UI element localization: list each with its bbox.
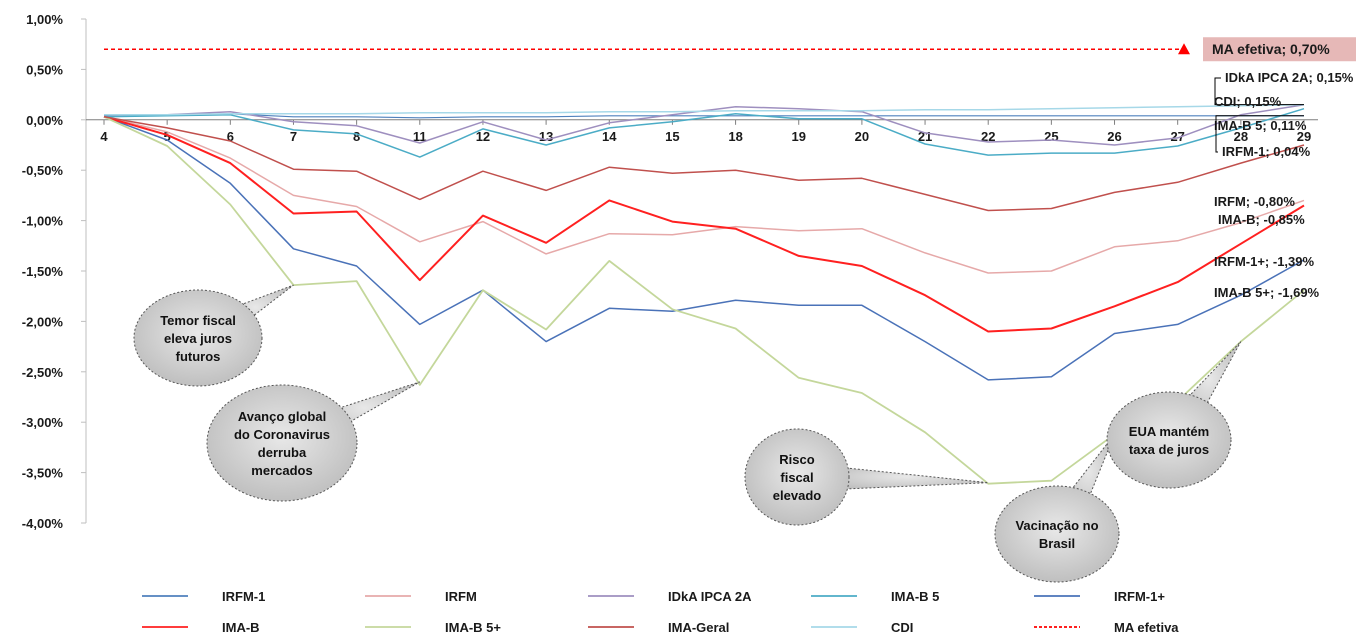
- x-tick-label: 21: [918, 129, 932, 144]
- end-label: IRFM-1; 0,04%: [1222, 144, 1311, 159]
- end-label-leader: [1215, 115, 1304, 153]
- x-tick-label: 29: [1297, 129, 1311, 144]
- callout-text: elevado: [773, 488, 821, 503]
- series-line-ima-b: [103, 115, 1305, 333]
- callout-text: mercados: [251, 463, 312, 478]
- legend-label: CDI: [891, 620, 913, 635]
- callout-text: Risco: [779, 452, 814, 467]
- callout-text: taxa de juros: [1129, 442, 1209, 457]
- x-tick-label: 12: [476, 129, 490, 144]
- x-tick-label: 13: [539, 129, 553, 144]
- callout-text: Vacinação no: [1015, 518, 1098, 533]
- x-tick-label: 28: [1234, 129, 1248, 144]
- legend-label: MA efetiva: [1114, 620, 1179, 635]
- end-labels: IDkA IPCA 2A; 0,15% CDI; 0,15% IMA-B 5; 0,…: [1214, 70, 1354, 300]
- legend-label: IMA-B 5+: [445, 620, 501, 635]
- end-label-leader: [1214, 77, 1304, 106]
- x-tick-label: 20: [855, 129, 869, 144]
- y-tick-label: 0,50%: [26, 62, 63, 77]
- end-label: IMA-B 5+; -1,69%: [1214, 285, 1320, 300]
- series-line-cdi: [104, 103, 1305, 116]
- callout-bubble-fill: [746, 430, 848, 524]
- series-line-irfm-1: [103, 113, 1304, 119]
- legend-label: IRFM-1: [222, 589, 265, 604]
- callout-text: Temor fiscal: [160, 313, 236, 328]
- series-lines: [103, 103, 1305, 485]
- callout-text: derruba: [258, 445, 307, 460]
- series-line-ima-geral: [103, 116, 1305, 212]
- series-line-irfm: [103, 116, 1305, 274]
- callout-bubble-fill: [208, 386, 356, 500]
- legend-label: IMA-B: [222, 620, 260, 635]
- callout-text: futuros: [176, 349, 221, 364]
- x-tick-label: 18: [728, 129, 742, 144]
- end-label: IRFM; -0,80%: [1214, 194, 1295, 209]
- ma-efetiva-line: MA efetiva; 0,70%: [104, 37, 1356, 62]
- y-tick-label: -0,50%: [22, 163, 64, 178]
- callout-bubble-fill: [996, 487, 1118, 581]
- y-axis: 1,00% 0,50% 0,00% -0,50% -1,00% -1,50% -2,00% -…: [22, 12, 87, 531]
- callout-text: Brasil: [1039, 536, 1075, 551]
- y-tick-label: -2,50%: [22, 365, 64, 380]
- y-tick-label: -3,50%: [22, 466, 64, 481]
- x-tick-label: 7: [290, 129, 297, 144]
- x-tick-label: 27: [1170, 129, 1184, 144]
- y-tick-label: 0,00%: [26, 113, 63, 128]
- y-tick-label: -2,00%: [22, 314, 64, 329]
- x-tick-label: 26: [1107, 129, 1121, 144]
- x-tick-label: 8: [353, 129, 360, 144]
- callout-text: Avanço global: [238, 409, 326, 424]
- legend: IRFM-1 IRFM IDkA IPCA 2A IMA-B 5 IRFM-1+ IMA-…: [142, 589, 1179, 635]
- legend-label: IMA-Geral: [668, 620, 729, 635]
- legend-label: IMA-B 5: [891, 589, 939, 604]
- end-label: IDkA IPCA 2A; 0,15%: [1225, 70, 1354, 85]
- series-line-ima-b-5: [103, 107, 1305, 158]
- series-line-irfm-1-: [103, 116, 1305, 381]
- callout-text: EUA mantém: [1129, 424, 1209, 439]
- y-tick-label: -1,00%: [22, 214, 64, 229]
- y-tick-label: -3,00%: [22, 415, 64, 430]
- callout-text: do Coronavirus: [234, 427, 330, 442]
- callout-bubble-fill: [1108, 393, 1230, 487]
- series-line-ima-b-5-: [103, 115, 1305, 485]
- x-tick-label: 22: [981, 129, 995, 144]
- annotation-callouts: Temor fiscal eleva juros futuros Avanço glo…: [133, 284, 1242, 583]
- callout-tail: [824, 465, 989, 491]
- end-label: IMA-B 5; 0,11%: [1214, 118, 1307, 133]
- x-tick-label: 19: [792, 129, 806, 144]
- y-tick-label: -1,50%: [22, 264, 64, 279]
- x-axis: 4 5 6 7 8 11 12 13 14 15 18 19 20 21 22 25 26 27 28 29: [86, 119, 1318, 144]
- end-label: IMA-B; -0,85%: [1218, 212, 1305, 227]
- legend-label: IDkA IPCA 2A: [668, 589, 752, 604]
- y-tick-label: -4,00%: [22, 516, 64, 531]
- end-label: IRFM-1+; -1,39%: [1214, 254, 1314, 269]
- x-tick-label: 11: [413, 129, 427, 144]
- ma-efetiva-label: MA efetiva; 0,70%: [1212, 41, 1330, 57]
- x-tick-label: 15: [665, 129, 679, 144]
- callout-text: fiscal: [780, 470, 813, 485]
- ma-efetiva-label-box: [1203, 37, 1356, 62]
- x-tick-label: 5: [164, 129, 171, 144]
- callout-text: eleva juros: [164, 331, 232, 346]
- ma-efetiva-marker: [1178, 43, 1190, 55]
- end-label: CDI; 0,15%: [1214, 94, 1282, 109]
- x-tick-label: 6: [227, 129, 234, 144]
- legend-label: IRFM: [445, 589, 477, 604]
- legend-label: IRFM-1+: [1114, 589, 1165, 604]
- x-tick-label: 4: [100, 129, 108, 144]
- callout-bubble-fill: [135, 291, 261, 385]
- x-tick-label: 14: [602, 129, 617, 144]
- y-tick-label: 1,00%: [26, 12, 63, 27]
- x-tick-label: 25: [1044, 129, 1058, 144]
